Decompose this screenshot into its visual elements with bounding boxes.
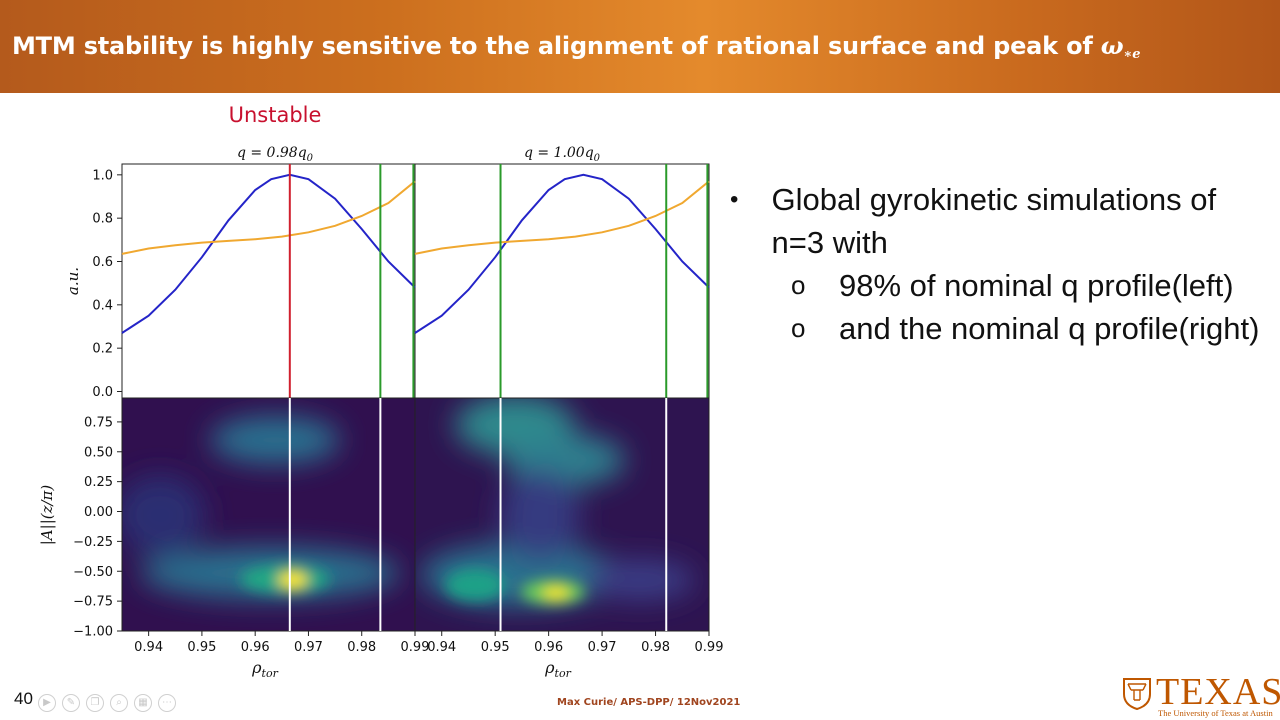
left-series-line-1 (121, 180, 416, 255)
left-series-line-0 (121, 173, 416, 334)
top-y-tick-label: 0.0 (92, 385, 113, 400)
left-x-tick-label: 0.98 (347, 640, 376, 655)
panel-left-title-sub: 0 (307, 153, 314, 164)
omega-symbol: ω (1100, 31, 1124, 60)
pen-icon[interactable]: ✎ (62, 694, 80, 712)
circle-bullet-icon: o (791, 313, 806, 343)
right-x-tick-label: 0.94 (427, 640, 456, 655)
heatmap-right-mid (500, 470, 580, 560)
status-label: Unstable (229, 103, 322, 127)
bottom-y-axis-label: |A||(z/π) (38, 485, 56, 546)
longhorn-seal-icon (1123, 678, 1151, 710)
bottom-y-tick-label: −0.50 (73, 565, 113, 580)
top-y-axis: 0.0 0.2 0.4 0.6 0.8 1.0 (92, 168, 122, 400)
bullet-text-main: Global gyrokinetic simulations of n=3 wi… (771, 182, 1217, 260)
panel-top-left (121, 163, 416, 399)
left-x-tick-label: 0.95 (187, 640, 216, 655)
sub-bullet-text: 98% of nominal q profile(left) (839, 268, 1234, 303)
left-x-tick-label: 0.99 (401, 640, 430, 655)
right-x-tick-label: 0.96 (534, 640, 563, 655)
panel-right-title-main: q = 1.00q (524, 145, 594, 161)
heatmap-left-upper (210, 416, 340, 464)
stability-figure: Unstable q = 0.98q0 q = 1.00q0 0.00.20.4… (38, 103, 723, 680)
texas-subtitle: The University of Texas at Austin (1158, 708, 1273, 718)
grid-icon[interactable]: ▦ (134, 694, 152, 712)
x-axis-label-sub: tor (262, 667, 279, 680)
panel-left-title: q = 0.98q0 (237, 145, 314, 164)
play-icon[interactable]: ▶ (38, 694, 56, 712)
right-x-tick-label: 0.98 (641, 640, 670, 655)
bottom-y-tick-label: 0.75 (84, 415, 113, 430)
right-series-line-0 (414, 173, 710, 334)
presentation-toolbar: ▶ ✎ ❐ ⌕ ▦ ⋯ (38, 694, 176, 712)
x-axis-label-main: ρ (251, 658, 262, 677)
slide-title-text: MTM stability is highly sensitive to the… (12, 32, 1101, 60)
right-x-tick-label: 0.95 (481, 640, 510, 655)
sub-bullet-list: o 98% of nominal q profile(left) o and t… (725, 264, 1275, 350)
heatmap-right-peak (543, 586, 569, 600)
heatmap-left (122, 398, 415, 631)
sub-bullet-text: and the nominal q profile(right) (839, 311, 1260, 346)
heatmap-right-tail (585, 560, 695, 600)
panel-left-title-main: q = 0.98q (237, 145, 307, 161)
top-right-plot (414, 164, 710, 398)
x-axis-label-right: ρtor (544, 658, 571, 680)
slide-number: 40 (14, 689, 33, 708)
top-left-plot (121, 164, 416, 398)
bottom-y-tick-label: −0.25 (73, 535, 113, 550)
panel-right-title: q = 1.00q0 (524, 145, 601, 164)
top-y-tick-label: 0.2 (92, 342, 113, 357)
left-x-tick-label: 0.97 (294, 640, 323, 655)
texas-wordmark: TEXAS (1156, 671, 1280, 713)
bottom-y-tick-label: 0.25 (84, 475, 113, 490)
bottom-y-tick-label: −1.00 (73, 625, 113, 640)
top-y-tick-label: 0.8 (92, 212, 113, 227)
sub-bullet-item: o 98% of nominal q profile(left) (725, 264, 1275, 307)
panel-right-title-sub: 0 (594, 153, 601, 164)
heatmap-right-hot1 (445, 569, 505, 601)
bottom-y-tick-label: 0.50 (84, 445, 113, 460)
title-banner: MTM stability is highly sensitive to the… (0, 0, 1280, 93)
circle-bullet-icon: o (791, 270, 806, 300)
omega-subscript: ∗e (1123, 47, 1141, 62)
right-series-line-1 (414, 180, 710, 255)
top-y-tick-label: 0.6 (92, 255, 113, 270)
zoom-icon[interactable]: ⌕ (110, 694, 128, 712)
right-x-tick-label: 0.99 (695, 640, 724, 655)
texas-logo: TEXAS The University of Texas at Austin (1120, 671, 1280, 720)
more-icon[interactable]: ⋯ (158, 694, 176, 712)
x-axis-label-right-main: ρ (544, 658, 555, 677)
copy-icon[interactable]: ❐ (86, 694, 104, 712)
bullet-item-main: • Global gyrokinetic simulations of n=3 … (725, 178, 1275, 264)
bottom-y-tick-label: 0.00 (84, 505, 113, 520)
panel-top-right (414, 163, 710, 399)
x-axis-label: ρtor (251, 658, 278, 680)
right-x-tick-label: 0.97 (588, 640, 617, 655)
bottom-y-tick-label: −0.75 (73, 595, 113, 610)
sub-bullet-item: o and the nominal q profile(right) (725, 307, 1275, 350)
left-x-tick-label: 0.96 (241, 640, 270, 655)
top-y-tick-label: 1.0 (92, 168, 113, 183)
panel-bottom-right (414, 397, 710, 632)
top-y-axis-label: a.u. (64, 267, 82, 295)
heatmap-left-mid (122, 475, 205, 555)
slide-title: MTM stability is highly sensitive to the… (12, 31, 1140, 62)
bullet-list: • Global gyrokinetic simulations of n=3 … (725, 178, 1275, 350)
top-y-tick-label: 0.4 (92, 298, 113, 313)
bottom-overlays: 0.94 0.95 0.96 0.97 0.98 0.990.94 0.95 0.96 0.97… (73, 398, 723, 655)
x-axis-label-right-sub: tor (555, 667, 572, 680)
heatmap-left-peak (279, 570, 307, 590)
bullet-dot-icon: • (730, 186, 739, 213)
slide-title-math: ω∗e (1100, 31, 1141, 62)
footer-credit: Max Curie/ APS-DPP/ 12Nov2021 (557, 697, 741, 708)
left-x-tick-label: 0.94 (134, 640, 163, 655)
heatmap-right (415, 398, 709, 631)
